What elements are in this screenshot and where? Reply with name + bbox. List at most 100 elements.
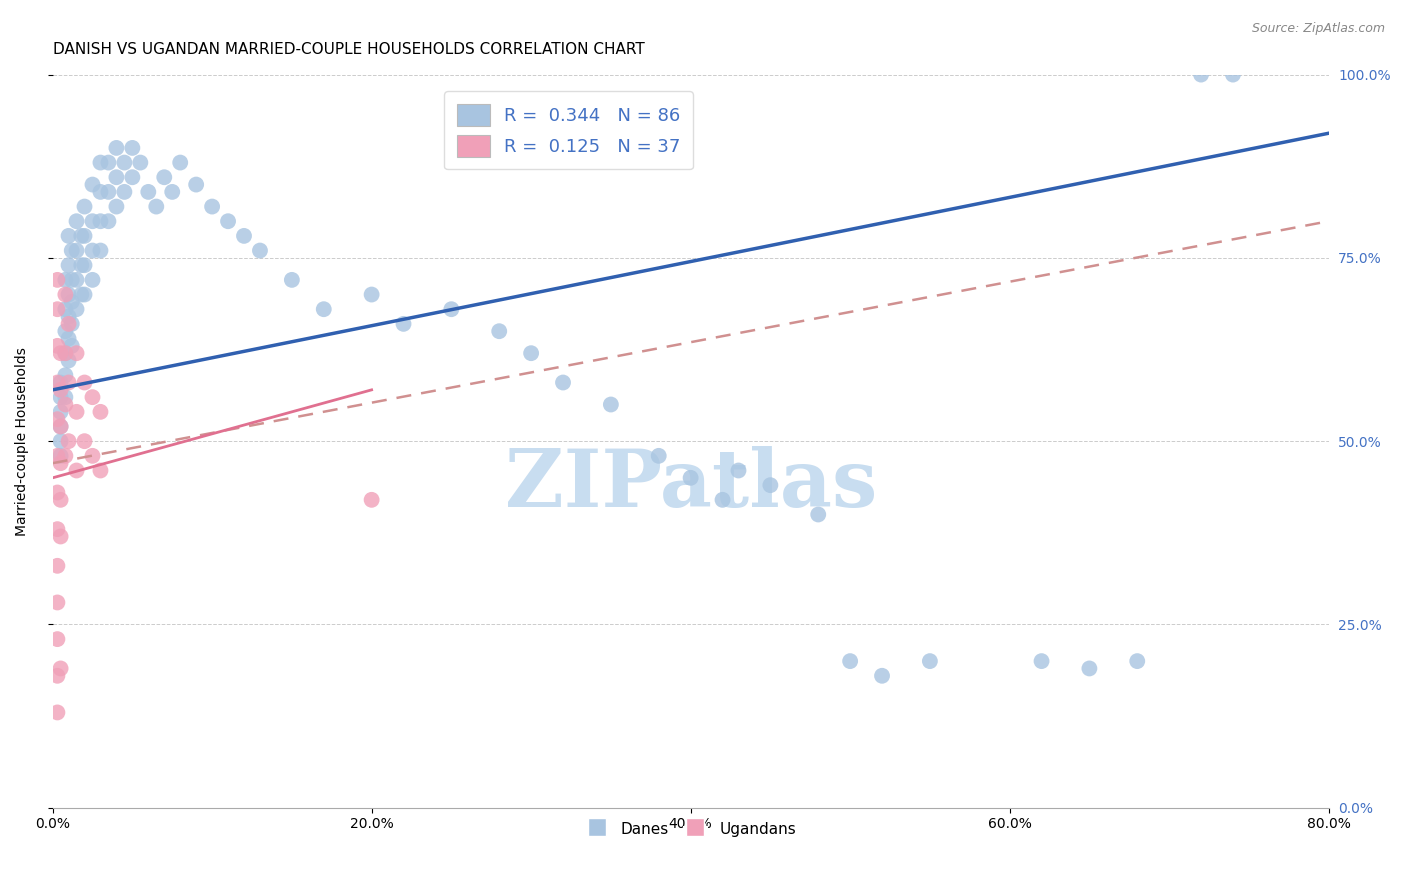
Point [89, 155, 111, 169]
Point [711, 492, 734, 507]
Text: ZIPatlas: ZIPatlas [505, 446, 877, 524]
Point [46, 522, 69, 536]
Point [46, 485, 69, 500]
Point [70, 258, 93, 272]
Point [58, 332, 80, 346]
Point [599, 397, 621, 411]
Point [49, 456, 72, 470]
Point [281, 273, 304, 287]
Point [520, 346, 543, 360]
Point [53, 397, 76, 411]
Point [112, 155, 135, 169]
Point [679, 471, 702, 485]
Point [53, 287, 76, 301]
Point [58, 353, 80, 368]
Point [82, 273, 104, 287]
Point [46, 412, 69, 426]
Point [46, 595, 69, 609]
Point [105, 170, 128, 185]
Point [46, 376, 69, 390]
Point [46, 669, 69, 683]
Point [60, 339, 83, 353]
Point [392, 317, 415, 331]
Point [105, 200, 128, 214]
Point [58, 310, 80, 324]
Point [60, 244, 83, 258]
Point [49, 346, 72, 360]
Point [121, 141, 143, 155]
Point [121, 170, 143, 185]
Point [89, 244, 111, 258]
Point [58, 258, 80, 272]
Point [49, 661, 72, 675]
Point [169, 155, 191, 169]
Point [58, 287, 80, 301]
Point [49, 390, 72, 404]
Point [1078, 661, 1101, 675]
Point [839, 654, 862, 668]
Point [49, 449, 72, 463]
Point [727, 463, 749, 477]
Point [49, 434, 72, 449]
Point [97, 155, 120, 169]
Point [162, 185, 184, 199]
Point [49, 376, 72, 390]
Point [82, 390, 104, 404]
Point [551, 376, 574, 390]
Point [82, 214, 104, 228]
Point [65, 346, 87, 360]
Text: Source: ZipAtlas.com: Source: ZipAtlas.com [1251, 22, 1385, 36]
Point [53, 324, 76, 338]
Point [112, 185, 135, 199]
Point [249, 244, 271, 258]
Point [1189, 68, 1212, 82]
Point [488, 324, 510, 338]
Point [53, 273, 76, 287]
Point [89, 405, 111, 419]
Point [1126, 654, 1149, 668]
Point [53, 368, 76, 383]
Point [73, 434, 96, 449]
Point [759, 478, 782, 492]
Point [136, 185, 159, 199]
Point [58, 317, 80, 331]
Point [65, 405, 87, 419]
Point [49, 383, 72, 397]
Point [49, 529, 72, 543]
Point [89, 185, 111, 199]
Point [97, 214, 120, 228]
Point [53, 346, 76, 360]
Point [60, 273, 83, 287]
Point [46, 706, 69, 720]
Point [49, 419, 72, 434]
Point [73, 228, 96, 243]
Point [97, 185, 120, 199]
Point [53, 390, 76, 404]
Point [65, 214, 87, 228]
Point [186, 178, 208, 192]
Point [1222, 68, 1244, 82]
Y-axis label: Married-couple Households: Married-couple Households [15, 347, 30, 535]
Point [65, 273, 87, 287]
Point [70, 228, 93, 243]
Point [49, 419, 72, 434]
Point [807, 508, 830, 522]
Point [440, 302, 463, 317]
Point [58, 376, 80, 390]
Point [89, 214, 111, 228]
Point [217, 214, 239, 228]
Point [53, 302, 76, 317]
Point [46, 302, 69, 317]
Point [65, 463, 87, 477]
Point [153, 170, 176, 185]
Point [648, 449, 671, 463]
Point [46, 632, 69, 647]
Point [58, 228, 80, 243]
Point [65, 302, 87, 317]
Point [49, 492, 72, 507]
Point [70, 287, 93, 301]
Point [73, 376, 96, 390]
Point [82, 244, 104, 258]
Point [65, 244, 87, 258]
Point [145, 200, 167, 214]
